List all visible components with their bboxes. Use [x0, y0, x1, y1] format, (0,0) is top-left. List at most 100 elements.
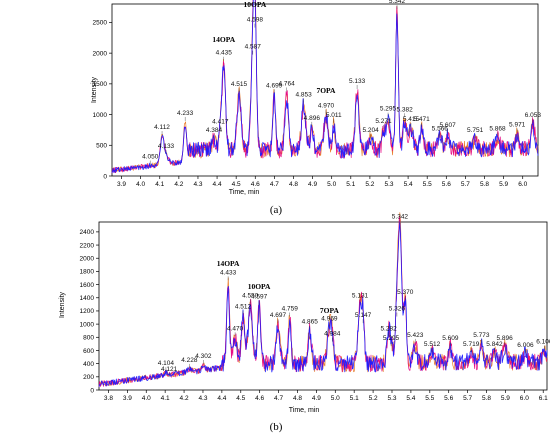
x-tick-label: 3.8: [104, 395, 113, 402]
peak-label: 4.865: [302, 319, 319, 326]
x-tick-label: 5.1: [350, 395, 359, 402]
x-tick-label: 4.9: [312, 395, 321, 402]
x-tick-label: 5.2: [365, 181, 374, 188]
x-tick-label: 4.5: [232, 181, 241, 188]
peak-label: 4.433: [220, 269, 237, 276]
y-tick-label: 2200: [80, 242, 95, 249]
x-tick-label: 5.5: [425, 395, 434, 402]
peak-label: 5.868: [489, 125, 506, 132]
peak-label: 4.417: [212, 119, 229, 126]
peak-label: 4.984: [324, 331, 341, 338]
x-tick-label: 5.8: [482, 395, 491, 402]
peak-label: 4.853: [295, 92, 312, 99]
x-tick-label: 4.7: [274, 395, 283, 402]
peak-label: 4.969: [321, 315, 338, 322]
peak-label: 4.435: [216, 50, 233, 57]
peak-label: 4.104: [158, 360, 175, 367]
peak-label: 5.382: [397, 106, 414, 113]
panel-b-chart: 3.8 3.9 4.0 4.1 4.2 4.3 4.4 4.5 4.6 4.7 4.8 4.9 5.0 5…: [59, 212, 550, 433]
y-tick-label: 200: [83, 374, 94, 381]
y-tick-label: 0: [90, 387, 94, 394]
x-tick-label: 4.3: [198, 395, 207, 402]
chromatogram-trace-3: [98, 221, 548, 387]
x-tick-label: 3.9: [123, 395, 132, 402]
peak-label: 4.121: [161, 366, 178, 373]
y-tick-label: 600: [83, 348, 94, 355]
peak-label: 5.842: [486, 341, 503, 348]
compound-label: 10OPA: [248, 282, 271, 291]
panel-a-x-axis-label: Time, min: [229, 189, 260, 196]
y-tick-label: 400: [83, 361, 94, 368]
peak-label: 5.147: [355, 312, 372, 319]
peak-label: 4.050: [142, 154, 159, 161]
peak-label: 4.597: [251, 294, 268, 301]
peak-label: 4.970: [318, 103, 335, 110]
y-tick-label: 1200: [80, 308, 95, 315]
x-tick-label: 4.4: [217, 395, 226, 402]
y-tick-label: 0: [103, 173, 107, 180]
panel-a-chart: 3.9 4.0 4.1 4.2 4.3 4.4 4.5 4.6 4.7 4.8 4.9 5.0 5.1 5…: [91, 0, 541, 216]
x-tick-label: 6.0: [520, 395, 529, 402]
x-tick-label: 5.3: [384, 181, 393, 188]
peak-label: 5.133: [349, 78, 366, 85]
peak-label: 4.550: [242, 292, 259, 299]
compound-label: 10OPA: [244, 0, 267, 9]
peak-label: 5.131: [352, 292, 369, 299]
x-tick-label: 4.6: [251, 181, 260, 188]
x-tick-label: 5.2: [369, 395, 378, 402]
compound-label: 14OPA: [212, 35, 235, 44]
y-tick-label: 500: [96, 143, 107, 150]
x-tick-label: 4.8: [289, 181, 298, 188]
peak-label: 4.896: [304, 115, 321, 122]
peak-label: 5.896: [497, 335, 514, 342]
y-tick-label: 2000: [93, 50, 108, 57]
peak-label: 5.370: [397, 289, 414, 296]
peak-label: 5.607: [440, 122, 457, 129]
x-tick-label: 4.2: [180, 395, 189, 402]
x-tick-label: 5.0: [331, 395, 340, 402]
panel-b-caption: (b): [270, 421, 283, 433]
x-tick-label: 5.9: [501, 395, 510, 402]
peak-label: 5.415: [403, 116, 420, 123]
x-tick-label: 4.9: [308, 181, 317, 188]
peak-label: 5.295: [380, 106, 397, 113]
peak-label: 4.515: [231, 81, 248, 88]
peak-label: 5.566: [432, 125, 449, 132]
x-tick-label: 5.0: [327, 181, 336, 188]
peak-label: 5.271: [375, 118, 392, 125]
peak-label: 4.512: [235, 304, 252, 311]
peak-label: 5.326: [389, 306, 406, 313]
peak-label: 4.302: [195, 353, 212, 360]
y-tick-label: 2500: [93, 20, 108, 27]
compound-label: 7OPA: [320, 306, 340, 315]
panel-b-y-axis-label: Intensity: [59, 291, 66, 318]
x-tick-label: 4.2: [174, 181, 183, 188]
x-tick-label: 5.4: [406, 395, 415, 402]
x-tick-label: 4.0: [136, 181, 145, 188]
x-tick-label: 4.0: [142, 395, 151, 402]
peak-label: 5.295: [383, 335, 400, 342]
x-tick-label: 4.7: [270, 181, 279, 188]
x-tick-label: 4.1: [161, 395, 170, 402]
panel-a-y-axis-label: Intensity: [91, 76, 98, 103]
x-tick-label: 4.3: [193, 181, 202, 188]
peak-label: 4.598: [247, 17, 264, 24]
peak-label: 5.971: [509, 122, 526, 129]
y-tick-label: 1800: [80, 269, 95, 276]
x-tick-label: 5.1: [346, 181, 355, 188]
peak-label: 4.228: [181, 357, 198, 364]
x-tick-label: 5.6: [444, 395, 453, 402]
x-tick-label: 4.8: [293, 395, 302, 402]
x-tick-label: 5.4: [404, 181, 413, 188]
y-tick-label: 800: [83, 335, 94, 342]
peak-label: 5.609: [442, 335, 459, 342]
y-tick-label: 2000: [80, 256, 95, 263]
peak-label: 5.282: [380, 325, 397, 332]
peak-label: 6.006: [517, 342, 534, 349]
y-tick-label: 1600: [80, 282, 95, 289]
x-tick-label: 4.5: [236, 395, 245, 402]
peak-label: 5.423: [407, 332, 424, 339]
x-tick-label: 5.6: [442, 181, 451, 188]
peak-label: 4.587: [245, 44, 262, 51]
